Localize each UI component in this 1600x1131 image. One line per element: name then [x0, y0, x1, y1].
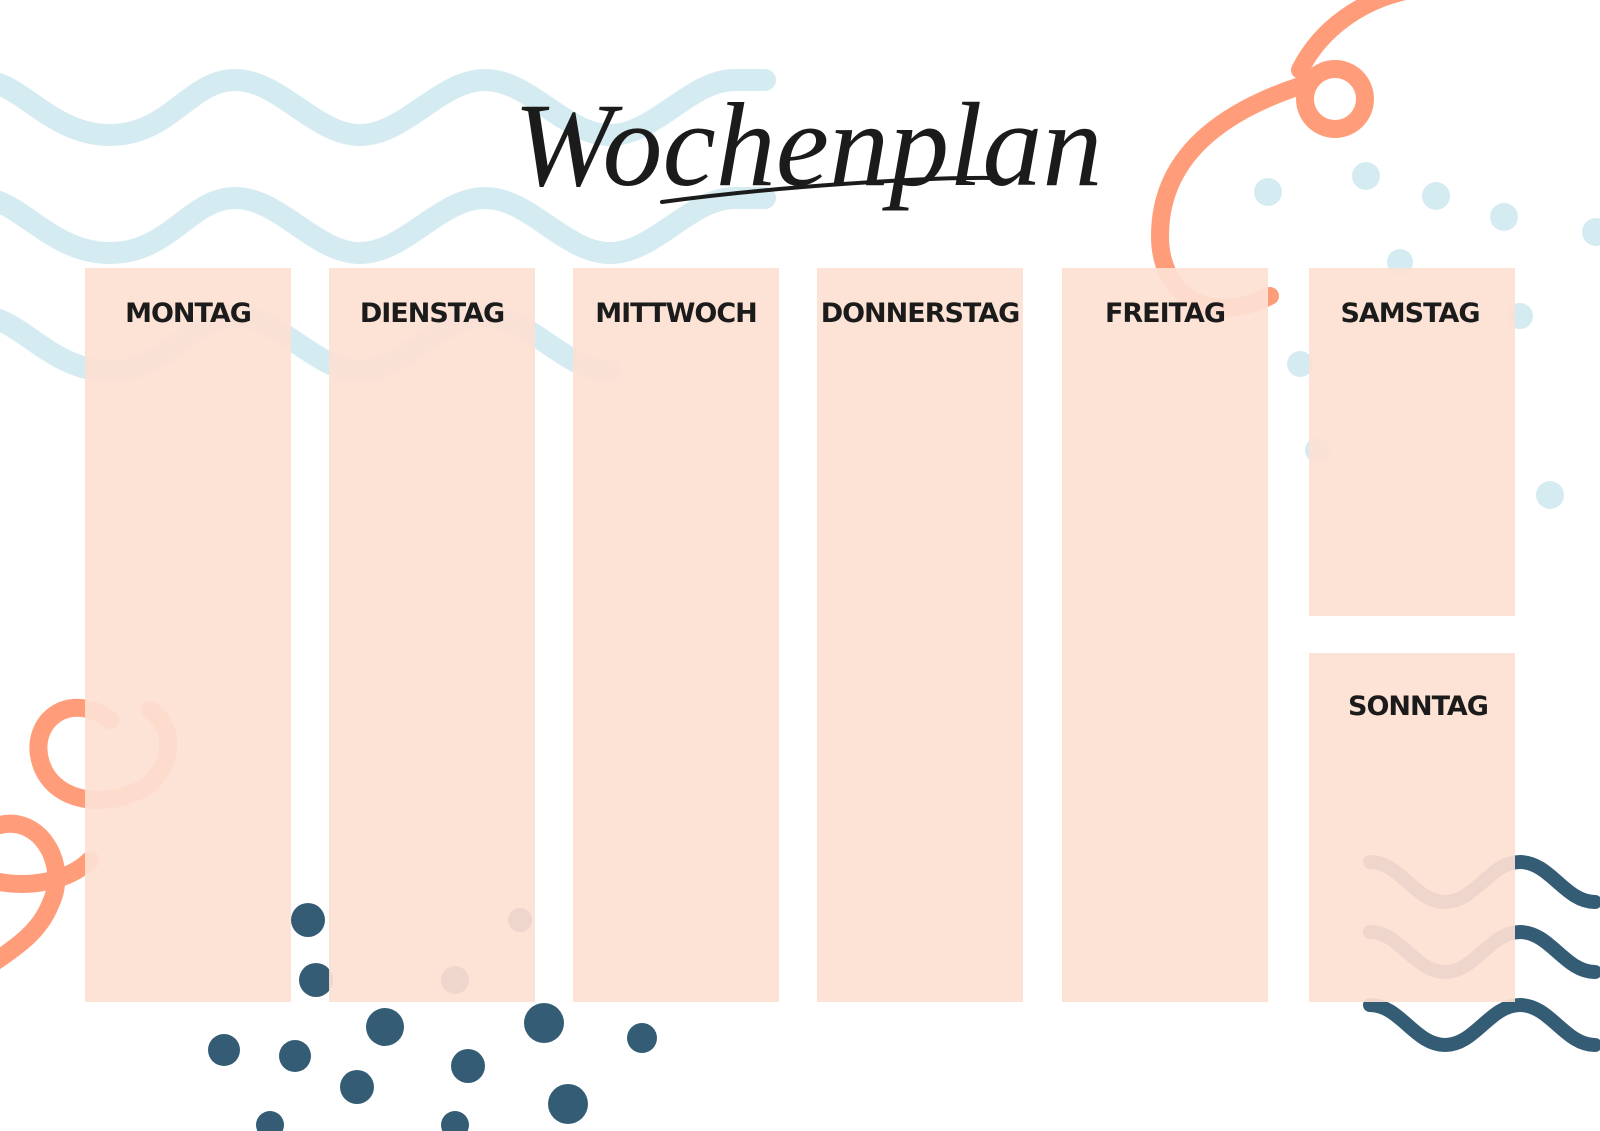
day-box	[85, 268, 291, 1002]
day-label: MONTAG	[125, 298, 251, 329]
day-label: SONNTAG	[1348, 691, 1488, 722]
title-underline	[660, 175, 996, 204]
day-box	[329, 268, 535, 1002]
day-label: FREITAG	[1105, 298, 1225, 329]
day-boxes	[85, 268, 1515, 1002]
day-box	[573, 268, 779, 1002]
day-label: DIENSTAG	[360, 298, 504, 329]
title: Wochenplan	[514, 78, 1103, 211]
day-label: MITTWOCH	[595, 298, 757, 329]
day-box	[817, 268, 1023, 1002]
day-box	[1309, 653, 1515, 1002]
day-box	[1309, 268, 1515, 616]
day-label: DONNERSTAG	[821, 298, 1020, 329]
day-box	[1062, 268, 1268, 1002]
day-label: SAMSTAG	[1340, 298, 1479, 329]
